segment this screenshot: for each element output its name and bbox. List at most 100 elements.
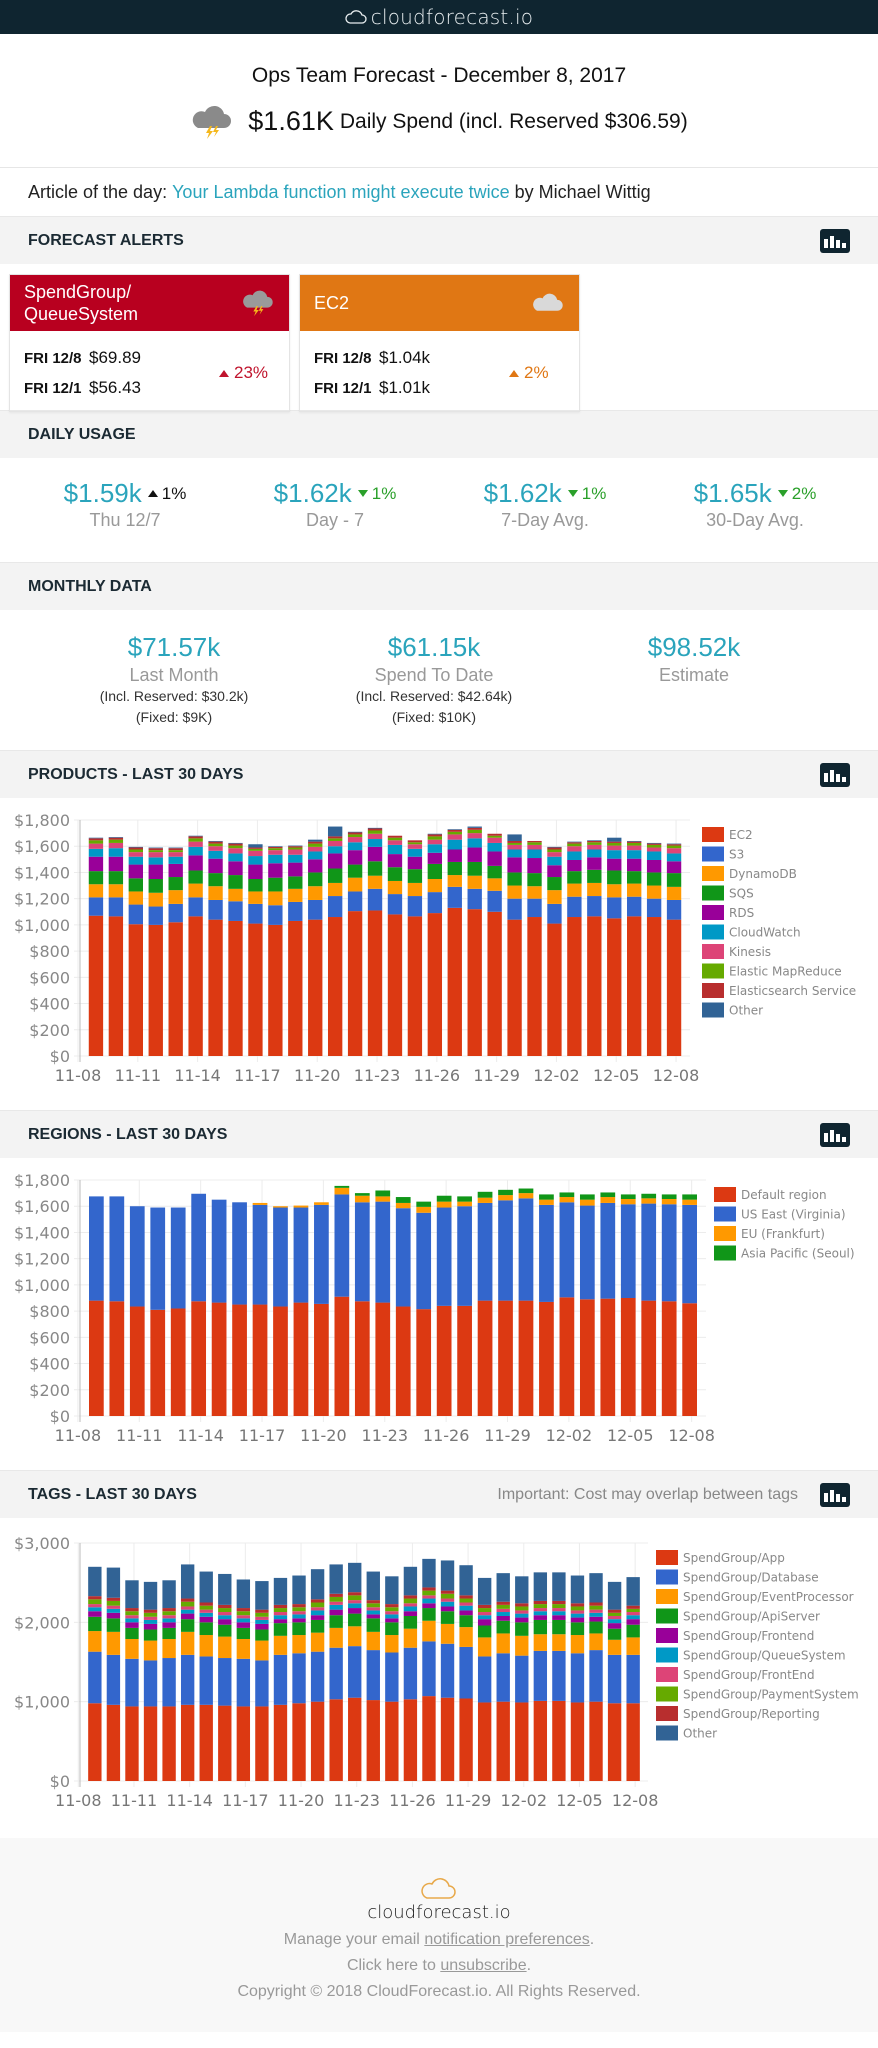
bar-segment-spendgroup-frontend (570, 1610, 585, 1614)
bar-segment-spendgroup-reporting (236, 1608, 251, 1612)
bar-segment-default-region (498, 1300, 513, 1416)
bar-segment-spendgroup-frontend (199, 1616, 213, 1623)
bar-segment-spendgroup-app (607, 1703, 622, 1781)
x-tick-label: 11-20 (278, 1791, 325, 1810)
bar-segment-rds (367, 846, 383, 862)
legend-label: Default region (741, 1188, 827, 1202)
bar-segment-other (385, 1576, 399, 1605)
tags-chart-svg: $0 $1,000 $2,000 $3,000 11-08 11-11 11-14 11-17… (14, 1534, 859, 1810)
notification-preferences-link[interactable]: notification preferences (424, 1931, 590, 1948)
bar-segment-spendgroup-paymentsystem (125, 1611, 139, 1616)
bar-segment-kinesis (347, 837, 363, 843)
bar-segment-other (589, 1573, 603, 1603)
storm-cloud-icon (243, 290, 273, 317)
bar-segment-us-east-virginia- (620, 1204, 636, 1298)
bar-segment-spendgroup-reporting (385, 1604, 399, 1608)
bar-segment-elastic-mapreduce (487, 835, 502, 838)
alert-change: 2% (509, 363, 549, 383)
bar-segment-sqs (587, 869, 602, 883)
bar-segment-dynamodb (327, 882, 343, 897)
bar-segment-eu-frankfurt- (661, 1199, 677, 1205)
regions-chart-svg: $0 $200 $400 $600 $800 $1,000 $1,200 $1,400 $1,6… (14, 1171, 855, 1445)
bar-segment-elastic-mapreduce (367, 830, 383, 834)
bar-segment-kinesis (507, 844, 522, 850)
bar-segment-eu-frankfurt- (416, 1206, 432, 1213)
bar-segment-spendgroup-frontend (496, 1615, 510, 1621)
tags-chart: $0 $1,000 $2,000 $3,000 11-08 11-11 11-14 11-17… (0, 1518, 878, 1838)
bar-segment-spendgroup-app (552, 1700, 566, 1781)
bar-segment-elasticsearch-service (627, 841, 642, 843)
bar-chart-icon[interactable] (820, 1122, 850, 1147)
bar-segment-spendgroup-frontend (607, 1623, 622, 1629)
y-tick-label: $1,200 (14, 890, 70, 909)
bar-segment-spendgroup-queuesystem (607, 1619, 622, 1624)
bar-segment-spendgroup-frontend (218, 1619, 232, 1625)
bar-segment-s3 (367, 888, 383, 911)
bar-segment-other (507, 834, 522, 841)
bar-segment-sqs (547, 877, 562, 891)
bar-segment-spendgroup-frontend (106, 1605, 121, 1609)
bar-segment-cloudwatch (567, 851, 582, 860)
bar-segment-spendgroup-reporting (88, 1596, 102, 1600)
bar-segment-spendgroup-apiserver (496, 1620, 510, 1634)
bar-segment-s3 (607, 897, 622, 919)
bar-segment-rds (527, 858, 542, 874)
bar-segment-spendgroup-queuesystem (570, 1613, 585, 1618)
bar-chart-icon[interactable] (820, 1482, 850, 1507)
monthly-stat: $61.15k Spend To Date (Incl. Reserved: $… (355, 632, 513, 725)
bar-chart-icon[interactable] (820, 762, 850, 787)
bar-segment-default-region (129, 1306, 145, 1416)
bar-segment-dynamodb (128, 891, 143, 905)
bar-segment-sqs (288, 876, 303, 889)
bar-segment-other (587, 840, 602, 841)
bar-segment-spendgroup-frontend (329, 1601, 343, 1605)
x-tick-label: 11-17 (222, 1791, 269, 1810)
bar-segment-spendgroup-database (236, 1658, 251, 1707)
bar-segment-cloudwatch (487, 842, 502, 852)
article-link[interactable]: Your Lambda function might execute twice (172, 181, 510, 202)
bar-segment-dynamodb (347, 877, 363, 892)
bar-segment-other (218, 1573, 232, 1605)
bar-segment-spendgroup-apiserver (310, 1619, 325, 1633)
bar-segment-spendgroup-apiserver (589, 1621, 603, 1634)
bar-segment-spendgroup-reporting (552, 1600, 566, 1605)
bar-segment-elasticsearch-service (128, 847, 143, 850)
y-tick-label: $600 (29, 968, 70, 987)
bar-segment-cloudwatch (646, 851, 662, 860)
bar-segment-asia-pacific-seoul- (518, 1188, 534, 1194)
bar-segment-kinesis (248, 850, 263, 857)
forecast-alerts: SpendGroup/QueueSystem FRI 12/8 $69.89 FR… (0, 264, 878, 412)
alert-card-ec2[interactable]: EC2 FRI 12/8 $1.04k FRI 12/1 $1.01k 2% (299, 274, 580, 412)
bar-segment-elasticsearch-service (646, 843, 662, 845)
bar-segment-spendgroup-frontend (143, 1623, 158, 1630)
bar-chart-icon[interactable] (820, 228, 850, 253)
alert-card-queuesystem[interactable]: SpendGroup/QueueSystem FRI 12/8 $69.89 FR… (9, 274, 290, 412)
bar-segment-spendgroup-database (552, 1650, 566, 1701)
bar-segment-spendgroup-reporting (218, 1604, 232, 1609)
bar-segment-elastic-mapreduce (666, 845, 682, 849)
bar-segment-cloudwatch (327, 846, 343, 854)
bar-segment-elasticsearch-service (248, 847, 263, 849)
bar-segment-other (310, 1569, 325, 1600)
legend-swatch (656, 1647, 678, 1663)
y-tick-label: $0 (50, 1772, 70, 1791)
bar-segment-kinesis (327, 840, 343, 847)
bar-segment-asia-pacific-seoul- (539, 1194, 554, 1200)
bar-segment-rds (487, 851, 502, 866)
bar-segment-other (533, 1572, 548, 1601)
legend-swatch (702, 846, 724, 862)
legend-label: Kinesis (729, 945, 771, 959)
bar-segment-other (567, 841, 582, 843)
legend-label: DynamoDB (729, 867, 797, 881)
bar-segment-kinesis (487, 837, 502, 843)
bar-segment-ec2 (646, 917, 662, 1056)
bar-segment-spendgroup-database (477, 1656, 492, 1703)
bar-segment-spendgroup-paymentsystem (459, 1598, 473, 1603)
legend-label: SpendGroup/FrontEnd (683, 1668, 815, 1682)
bar-segment-elasticsearch-service (228, 843, 243, 846)
unsubscribe-link[interactable]: unsubscribe (440, 1957, 527, 1974)
bar-segment-us-east-virginia- (477, 1202, 493, 1301)
bar-segment-spendgroup-frontend (329, 1609, 343, 1616)
usage-stat: $1.59k 1% Thu 12/7 (63, 478, 187, 530)
bar-segment-sqs (208, 873, 223, 887)
